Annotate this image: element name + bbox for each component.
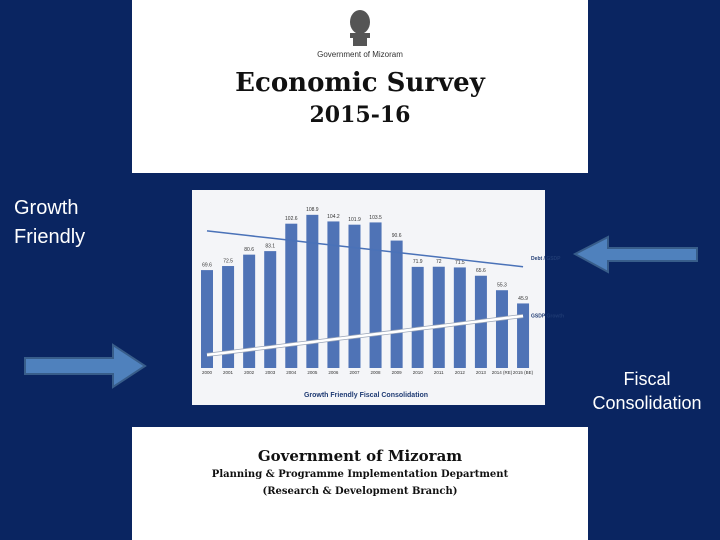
value-label: 102.6: [285, 216, 298, 222]
value-label: 90.6: [392, 233, 402, 239]
left-label: Growth Friendly: [14, 197, 86, 248]
x-tick-label: 2003: [265, 370, 276, 375]
footer-branch: (Research & Development Branch): [262, 486, 458, 497]
bar: [243, 254, 256, 368]
value-label: 55.3: [497, 283, 507, 289]
x-tick-label: 2000: [202, 370, 213, 375]
x-tick-label: 2011: [434, 370, 444, 375]
x-tick-label: 2015 (BE): [513, 370, 534, 375]
value-label: 104.2: [327, 214, 340, 220]
bar: [495, 290, 508, 368]
value-label: 45.9: [518, 296, 528, 302]
x-tick-label: 2009: [392, 370, 403, 375]
value-label: 69.6: [202, 262, 212, 268]
line: [206, 314, 524, 357]
value-label: 72: [436, 259, 442, 265]
x-tick-label: 2005: [307, 370, 318, 375]
value-label: 101.9: [348, 217, 361, 223]
bar: [453, 267, 466, 368]
value-label: 65.6: [476, 268, 486, 274]
x-tick-label: 2002: [244, 370, 255, 375]
x-tick-label: 2010: [413, 370, 424, 375]
x-tick-label: 2012: [455, 370, 466, 375]
bar: [222, 266, 235, 368]
bar: [348, 224, 361, 368]
emblem-caption: Government of Mizoram: [317, 50, 403, 59]
value-label: 72.5: [223, 258, 233, 264]
series-label: GSDP Growth: [531, 313, 564, 319]
bar: [517, 303, 530, 368]
bar: [264, 251, 277, 368]
value-label: 103.5: [369, 215, 382, 221]
value-label: 108.9: [306, 207, 319, 213]
bar: [390, 240, 403, 368]
bar: [369, 222, 382, 368]
x-tick-label: 2006: [328, 370, 339, 375]
value-label: 80.6: [244, 247, 254, 253]
x-tick-label: 2004: [286, 370, 297, 375]
chart: Growth Friendly Fiscal Consolidation 69.…: [24, 190, 698, 405]
bar: [327, 221, 340, 368]
chart-caption: Growth Friendly Fiscal Consolidation: [304, 392, 428, 399]
right-arrow: [24, 343, 147, 389]
footer-title: Government of Mizoram: [257, 447, 463, 465]
line: [206, 230, 524, 268]
bar: [201, 270, 213, 368]
right-label: Fiscal Consolidation: [592, 369, 702, 413]
survey-title: Economic Survey: [235, 68, 485, 98]
footer-department: Planning & Programme Implementation Depa…: [211, 469, 509, 480]
series-label: Debt / GSDP: [531, 256, 561, 262]
x-tick-label: 2001: [223, 370, 234, 375]
value-label: 71.9: [413, 259, 423, 265]
survey-year: 2015-16: [309, 102, 411, 128]
value-label: 71.5: [455, 260, 465, 266]
footer-panel: Government of Mizoram Planning & Program…: [132, 427, 588, 540]
x-tick-label: 2014 (RE): [492, 370, 513, 375]
bar: [285, 223, 298, 368]
bar: [432, 266, 445, 368]
value-label: 83.1: [265, 243, 275, 249]
left-arrow: [572, 235, 698, 274]
bar: [411, 266, 424, 368]
x-tick-label: 2007: [349, 370, 360, 375]
header-panel: Government of Mizoram Economic Survey 20…: [132, 0, 588, 173]
bar: [306, 214, 319, 368]
x-tick-label: 2013: [476, 370, 487, 375]
x-tick-label: 2008: [371, 370, 382, 375]
emblem: [350, 10, 370, 46]
